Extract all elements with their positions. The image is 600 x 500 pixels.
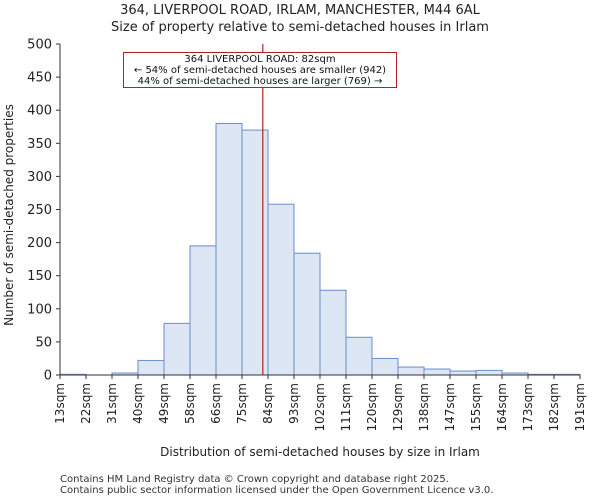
bar-102sqm: [319, 289, 347, 376]
annotation-line-2: ← 54% of semi-detached houses are smalle…: [133, 65, 387, 76]
x-tick-label: 102sqm: [313, 383, 327, 431]
y-tick-label: 350: [27, 137, 52, 152]
bar-58sqm: [189, 245, 217, 376]
x-tick-label: 22sqm: [79, 383, 93, 424]
y-tick-label: 250: [27, 203, 52, 218]
x-tick-label: 75sqm: [235, 383, 249, 424]
bar-129sqm: [397, 366, 425, 376]
y-tick-label: 450: [27, 71, 52, 86]
x-tick-label: 120sqm: [365, 383, 379, 431]
y-tick-label: 100: [27, 302, 52, 317]
annotation-line-3: 44% of semi-detached houses are larger (…: [137, 76, 383, 87]
bar-49sqm: [163, 322, 191, 376]
x-tick-label: 111sqm: [339, 383, 353, 431]
bar-93sqm: [293, 252, 321, 376]
bar-138sqm: [423, 368, 451, 376]
y-tick-label: 150: [27, 269, 52, 284]
y-tick-label: 0: [44, 369, 52, 384]
bar-155sqm: [475, 369, 503, 376]
x-tick-label: 58sqm: [183, 383, 197, 424]
y-tick-label: 300: [27, 170, 52, 185]
x-tick-label: 84sqm: [261, 383, 275, 424]
x-tick-label: 49sqm: [157, 383, 171, 424]
x-axis-label: Distribution of semi-detached houses by …: [160, 445, 480, 459]
x-tick-label: 66sqm: [209, 383, 223, 424]
x-tick-label: 164sqm: [495, 383, 509, 431]
x-tick-label: 191sqm: [573, 383, 587, 431]
y-tick-label: 500: [27, 38, 52, 53]
bar-84sqm: [267, 203, 295, 376]
x-tick-label: 138sqm: [417, 383, 431, 431]
x-tick-label: 147sqm: [443, 383, 457, 431]
annotation-box: 364 LIVERPOOL ROAD: 82sqm ← 54% of semi-…: [123, 52, 397, 88]
chart-title: 364, LIVERPOOL ROAD, IRLAM, MANCHESTER, …: [120, 3, 480, 18]
y-axis-label: Number of semi-detached properties: [2, 104, 16, 326]
x-tick-label: 129sqm: [391, 383, 405, 431]
x-tick-label: 93sqm: [287, 383, 301, 424]
x-tick-label: 40sqm: [131, 383, 145, 424]
x-tick-label: 173sqm: [521, 383, 535, 431]
x-tick-label: 155sqm: [469, 383, 483, 431]
bar-75sqm: [241, 129, 269, 376]
footer-line-2: Contains public sector information licen…: [60, 485, 494, 496]
y-tick-label: 50: [35, 335, 52, 350]
y-tick-label: 400: [27, 104, 52, 119]
x-tick-label: 182sqm: [547, 383, 561, 431]
bar-147sqm: [449, 370, 477, 376]
x-tick-label: 31sqm: [105, 383, 119, 424]
x-tick-label: 13sqm: [53, 383, 67, 424]
bar-120sqm: [371, 357, 399, 376]
bar-111sqm: [345, 336, 373, 376]
chart-subtitle: Size of property relative to semi-detach…: [111, 20, 489, 35]
bar-40sqm: [137, 359, 165, 376]
bar-66sqm: [215, 122, 243, 376]
annotation-line-1: 364 LIVERPOOL ROAD: 82sqm: [184, 54, 336, 65]
footer-line-1: Contains HM Land Registry data © Crown c…: [60, 474, 449, 485]
y-tick-label: 200: [27, 236, 52, 251]
